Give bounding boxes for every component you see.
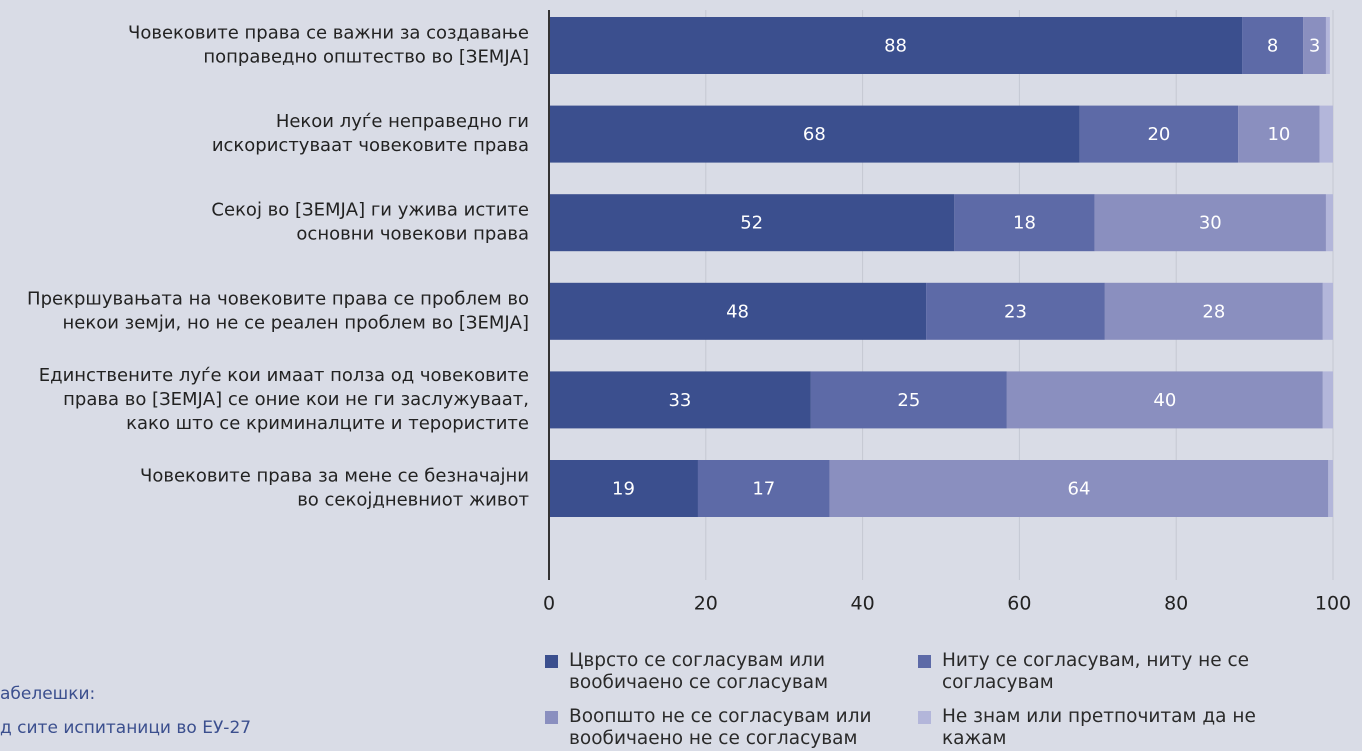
category-label: Единствените луѓе кои имаат полза од чов… — [39, 365, 529, 386]
bar-segment — [926, 282, 1105, 340]
bar-segment — [1079, 105, 1239, 163]
bar-segment — [549, 282, 927, 340]
data-label: 33 — [668, 390, 691, 411]
data-label: 68 — [803, 124, 826, 145]
legend-swatch — [918, 711, 931, 724]
data-label: 20 — [1147, 124, 1170, 145]
data-label: 52 — [740, 213, 763, 234]
category-label: во секојдневниот живот — [297, 490, 529, 511]
data-label: 19 — [612, 479, 635, 500]
category-label: Човековите права за мене се безначајни — [140, 466, 529, 487]
legend-item: Цврсто се согласувам или вообичаено се с… — [545, 650, 899, 694]
x-tick-label: 20 — [694, 593, 718, 615]
bar-segment — [549, 371, 811, 429]
x-tick-label: 40 — [851, 593, 875, 615]
bar-segment — [697, 460, 830, 517]
category-label: основни човекови права — [296, 224, 529, 245]
legend-swatch — [918, 655, 931, 668]
category-label: Некои луѓе неправедно ги — [276, 111, 529, 132]
legend-item: Воопшто не се согласувам или вообичаено … — [545, 706, 899, 750]
note: абелешки: — [0, 684, 96, 704]
bar-segment — [1322, 282, 1333, 340]
category-label: Човековите права се важни за создавање — [128, 23, 529, 44]
bar-segment — [1104, 282, 1323, 340]
data-label: 28 — [1202, 301, 1225, 322]
data-label: 25 — [897, 390, 920, 411]
bar-segment — [549, 460, 698, 517]
x-tick-label: 100 — [1315, 593, 1351, 615]
data-label: 48 — [726, 301, 749, 322]
data-label: 3 — [1309, 36, 1320, 57]
legend-item: Не знам или претпочитам да не кажам — [918, 706, 1272, 750]
bar-segment — [810, 371, 1007, 429]
category-label: како што се криминалците и терористите — [126, 413, 529, 434]
bar-segment — [1238, 105, 1320, 163]
category-label: некои земји, но не се реален проблем во … — [62, 312, 529, 333]
bar-segment — [1094, 194, 1326, 252]
data-label: 18 — [1013, 213, 1036, 234]
data-label: 88 — [884, 36, 907, 57]
x-tick-label: 80 — [1164, 593, 1188, 615]
legend-label: Цврсто се согласувам или вообичаено се с… — [569, 650, 829, 693]
legend-swatch — [545, 711, 558, 724]
data-label: 40 — [1153, 390, 1176, 411]
data-label: 17 — [752, 479, 775, 500]
data-label: 23 — [1004, 301, 1027, 322]
data-label: 64 — [1068, 479, 1091, 500]
x-tick-label: 0 — [543, 593, 555, 615]
bar-segment — [1242, 17, 1304, 74]
bar-segment — [549, 194, 955, 252]
legend-label: Ниту се согласувам, ниту не се согласува… — [942, 650, 1250, 693]
bar-segment — [954, 194, 1095, 252]
category-label: Прекршувањата на човековите права се про… — [27, 288, 529, 309]
category-label: права во [ЗЕМЈА] се оние кои не ги заслу… — [63, 389, 529, 410]
data-label: 10 — [1267, 124, 1290, 145]
data-label: 8 — [1267, 36, 1278, 57]
bar-segment — [1325, 17, 1330, 74]
legend-swatch — [545, 655, 558, 668]
legend-label: Воопшто не се согласувам или вообичаено … — [569, 706, 872, 749]
bar-segment — [1006, 371, 1323, 429]
legend-item: Ниту се согласувам, ниту не се согласува… — [918, 650, 1272, 694]
bar-segment — [1303, 17, 1326, 74]
note: д сите испитаници во ЕУ-27 — [0, 718, 252, 738]
bar-segment — [549, 105, 1080, 163]
bar-segment — [1328, 460, 1333, 517]
category-label: искористуваат човековите права — [212, 135, 529, 156]
bar-segment — [829, 460, 1329, 517]
category-label: поправедно општество во [ЗЕМЈА] — [203, 47, 529, 68]
x-tick-label: 60 — [1007, 593, 1031, 615]
category-label: Секој во [ЗЕМЈА] ги ужива истите — [211, 200, 529, 221]
bar-segment — [1322, 371, 1333, 429]
data-label: 30 — [1199, 213, 1222, 234]
bar-segment — [1325, 194, 1333, 252]
bar-segment — [549, 17, 1243, 74]
legend-label: Не знам или претпочитам да не кажам — [942, 706, 1256, 749]
bar-segment — [1319, 105, 1333, 163]
